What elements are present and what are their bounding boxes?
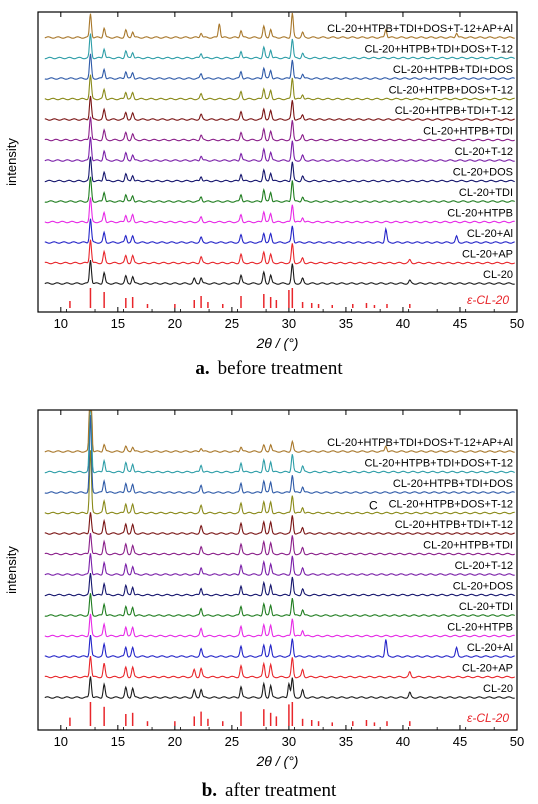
series-label: CL-20+AP [462,663,513,675]
x-tick-label: 40 [396,734,410,749]
x-tick-label: 20 [168,734,182,749]
series-label: CL-20+T-12 [455,146,513,158]
series-line [44,593,515,617]
x-tick-label: 45 [453,734,467,749]
x-tick-label: 35 [339,316,353,331]
series-line [44,450,515,515]
panel-b: 10 15 20 25 30 35 40 45 50 2θ / (°) intensity ε-CL-… [0,400,538,804]
x-tick-label: 40 [396,316,410,331]
series-line [44,260,515,285]
x-tick-label: 30 [282,316,296,331]
series-label: CL-20+HTPB [447,208,513,220]
series-label: CL-20+AP [462,249,513,261]
series-label: CL-20+T-12 [455,560,513,572]
caption-b-letter: b. [201,780,218,801]
series-line [44,176,515,203]
series-label: CL-20 [483,683,513,695]
x-tick-label: 35 [339,734,353,749]
series-line [44,33,515,60]
panel-a: 10 15 20 25 30 35 40 45 50 2θ / (°) intensity ε-CL-… [0,0,538,392]
x-tick-label: 10 [54,316,68,331]
series-label: CL-20+DOS [453,167,513,179]
series-line [44,116,515,142]
x-axis-label: 2θ / (°) [256,753,299,769]
series-label: CL-20+Al [467,228,513,240]
series-line [44,218,515,244]
x-tick-label: 20 [168,316,182,331]
series-label: CL-20+HTPB+TDI [423,126,513,138]
series-label: CL-20+HTPB+TDI+DOS+T-12 [364,44,513,56]
series-label: CL-20+HTPB+TDI+DOS+T-12 [364,458,513,470]
series-line [44,573,515,597]
series-line [44,53,515,80]
series-line [44,635,515,658]
series-label: CL-20+TDI [459,187,513,199]
series-label: CL-20+DOS [453,581,513,593]
series-line [44,533,515,556]
caption-a-letter: a. [195,358,210,379]
series-line [44,197,515,224]
x-tick-label: 25 [225,734,239,749]
reference-label: ε-CL-20 [467,711,509,725]
plot-frame [37,11,518,313]
series-line [44,95,515,121]
series-line [44,136,515,162]
series-label: CL-20+HTPB+TDI+DOS [393,64,513,76]
series-line [44,410,515,474]
caption-a-text: before treatment [217,358,343,379]
series-line [44,676,515,699]
series-label: CL-20+HTPB+TDI+T-12 [395,519,513,531]
reference-label: ε-CL-20 [467,293,509,307]
series-line [44,12,515,39]
plot-frame [37,409,518,731]
series-line [44,414,515,494]
x-tick-label: 45 [453,316,467,331]
series-label: CL-20+HTPB+DOS+T-12 [389,85,513,97]
series-label: CL-20 [483,269,513,281]
series-line [44,512,515,535]
x-tick-label: 25 [225,316,239,331]
series-label: CL-20+HTPB+TDI+DOS+T-12+AP+Al [327,437,513,449]
caption-a: a. before treatment [0,358,538,380]
series-line [44,239,515,265]
x-tick-label: 10 [54,734,68,749]
series-label: CL-20+TDI [459,601,513,613]
series-label: CL-20+HTPB+TDI+DOS+T-12+AP+Al [327,23,513,35]
xrd-chart-before: 10 15 20 25 30 35 40 45 50 2θ / (°) intensity ε-CL-… [4,11,524,351]
x-tick-label: 15 [111,734,125,749]
x-tick-label: 50 [510,734,524,749]
series-label: CL-20+HTPB+DOS+T-12 [389,499,513,511]
series-line [44,656,515,679]
series-label: CL-20+HTPB+TDI+DOS [393,478,513,490]
series-line [44,156,515,183]
series-label: CL-20+HTPB+TDI [423,540,513,552]
series-label: CL-20+HTPB [447,622,513,634]
x-tick-label: 50 [510,316,524,331]
x-axis-label: 2θ / (°) [256,335,299,351]
series-line [44,553,515,576]
annotation-label: C [369,499,378,513]
series-line [44,613,515,638]
xrd-chart-after: 10 15 20 25 30 35 40 45 50 2θ / (°) intensity ε-CL-… [4,409,524,769]
series-label: CL-20+HTPB+TDI+T-12 [395,105,513,117]
series-line [44,410,515,453]
series-line [44,74,515,101]
y-axis-label: intensity [4,138,19,186]
caption-b-text: after treatment [225,780,337,801]
x-tick-label: 15 [111,316,125,331]
series-label: CL-20+Al [467,642,513,654]
x-tick-label: 30 [282,734,296,749]
y-axis-label: intensity [4,546,19,594]
caption-b: b. after treatment [0,780,538,802]
